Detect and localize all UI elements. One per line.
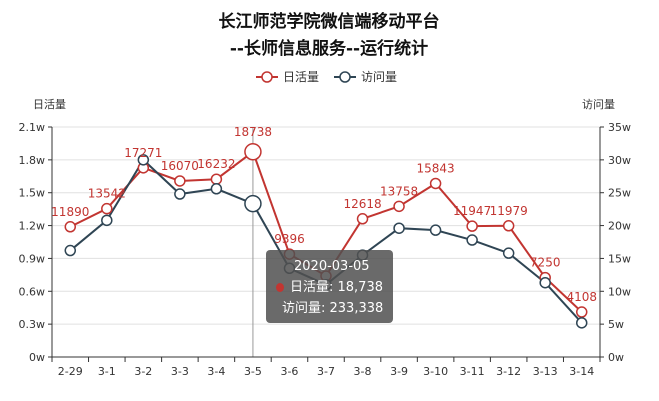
data-point-1[interactable] [575,317,588,329]
data-label: 13758 [380,184,418,198]
chart-subtitle: --长师信息服务--运行统计 [230,38,428,59]
data-point-0[interactable] [356,213,369,225]
tooltip-dot-daily-active [276,283,284,292]
data-label: 11979 [490,204,528,218]
y-tick-label-right: 30w [608,154,631,167]
y-tick-label-right: 10w [608,285,631,298]
tooltip-text-daily-active: 日活量: 18,738 [290,280,383,295]
legend-item-visits[interactable]: 访问量 [334,70,397,84]
data-label: 11890 [51,205,89,219]
data-point-0[interactable] [466,220,478,232]
data-point-0[interactable] [210,173,223,185]
x-tick-label: 2-29 [58,365,83,378]
data-point-1[interactable] [101,214,113,227]
y-tick-label-left: 2.1w [19,121,46,134]
data-label: 7250 [530,256,561,270]
data-point-1[interactable] [429,224,442,236]
y-tick-label-left: 1.5w [19,187,46,200]
y-axis-right-label: 访问量 [582,98,615,111]
data-label: 12618 [343,197,381,211]
tooltip-row-daily-active: 日活量: 18,738 [276,277,383,298]
data-point-0[interactable] [502,220,515,232]
tooltip: 2020-03-05 日活量: 18,738 访问量: 233,338 [266,250,393,323]
x-tick-label: 3-1 [98,365,116,378]
legend[interactable]: 日活量 访问量 [256,70,397,84]
data-labels: 1189013542172711607016232187389396126181… [51,125,597,304]
data-point-0[interactable] [393,200,405,213]
x-tick-label: 3-12 [496,365,521,378]
tooltip-row-visits: 访问量: 233,338 [276,298,383,319]
y-tick-label-right: 25w [608,187,631,200]
y-tick-label-right: 5w [608,318,624,331]
data-point-1[interactable] [244,194,262,213]
data-point-1[interactable] [502,247,515,259]
y-axis-left-label: 日活量 [33,98,66,111]
y-tick-label-left: 0.3w [19,318,46,331]
x-tick-label: 3-6 [280,365,298,378]
x-tick-label: 3-11 [460,365,485,378]
data-label: 18738 [234,125,272,139]
tooltip-text-visits: 访问量: 233,338 [282,301,384,316]
data-point-1[interactable] [64,244,77,257]
data-label: 9396 [274,232,305,246]
data-point-1[interactable] [174,188,186,200]
data-label: 4108 [566,290,597,304]
y-tick-label-right: 20w [608,220,631,233]
x-tick-label: 3-14 [569,365,594,378]
data-point-0[interactable] [174,175,186,187]
x-tick-label: 3-5 [244,365,262,378]
y-tick-label-left: 0.9w [19,252,46,265]
x-tick-label: 3-10 [423,365,448,378]
legend-label-daily-active: 日活量 [283,70,319,84]
data-point-0[interactable] [244,143,262,161]
y-tick-label-left: 0w [29,351,45,364]
data-label: 16070 [161,159,199,173]
data-label: 16232 [197,157,235,171]
x-tick-label: 3-2 [134,365,152,378]
legend-item-daily-active[interactable]: 日活量 [256,70,319,84]
data-label: 11947 [453,204,491,218]
data-point-1[interactable] [466,234,478,246]
x-tick-label: 3-13 [533,365,558,378]
data-point-0[interactable] [429,177,442,190]
y-tick-label-right: 0w [608,351,624,364]
data-point-1[interactable] [393,222,405,234]
y-tick-label-left: 0.6w [19,285,46,298]
y-tick-label-right: 35w [608,121,631,134]
legend-label-visits: 访问量 [361,70,397,84]
y-tick-label-left: 1.2w [19,220,46,233]
data-label: 17271 [124,146,162,160]
data-point-1[interactable] [137,154,150,166]
data-point-0[interactable] [575,306,588,318]
x-tick-label: 3-3 [171,365,189,378]
y-tick-label-right: 15w [608,252,631,265]
chart-title: 长江师范学院微信端移动平台 [219,11,440,32]
data-point-1[interactable] [210,183,223,195]
x-tick-label: 3-9 [390,365,408,378]
tooltip-date: 2020-03-05 [294,259,370,274]
x-tick-label: 3-7 [317,365,335,378]
data-point-0[interactable] [101,202,113,215]
data-point-0[interactable] [64,221,77,233]
y-tick-label-left: 1.8w [19,154,46,167]
axes: 0w 0w 0.3w 5w 0.6w 10w 0.9w 15w 1.2w 20w 1.5w 25w 1.… [19,121,632,378]
data-point-1[interactable] [539,276,551,289]
x-tick-label: 3-4 [207,365,225,378]
data-label: 15843 [417,161,455,175]
data-label: 13542 [88,187,126,201]
x-tick-label: 3-8 [354,365,372,378]
